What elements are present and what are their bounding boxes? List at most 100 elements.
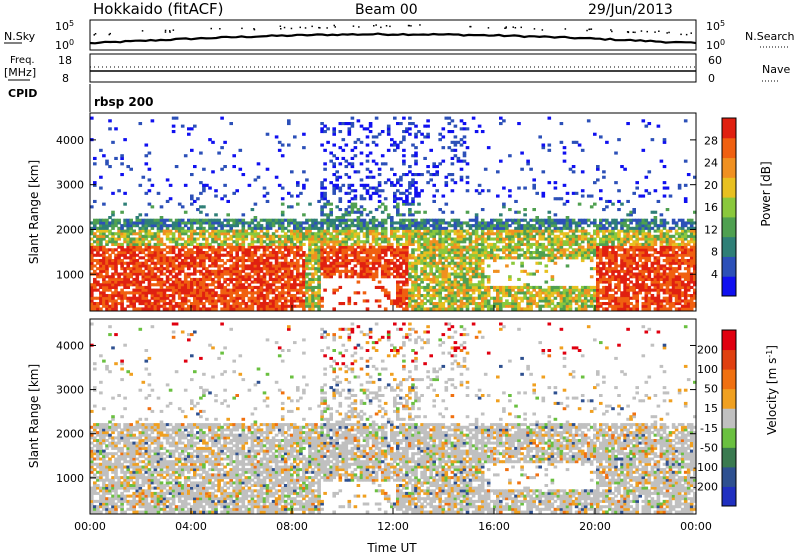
power-cell <box>102 251 106 255</box>
power-cell <box>180 302 185 306</box>
power-cell <box>99 175 103 179</box>
power-cell <box>274 218 279 222</box>
power-cell <box>102 237 106 241</box>
power-cell <box>383 197 388 201</box>
power-cell <box>547 143 552 147</box>
power-cell <box>562 242 567 246</box>
power-cell <box>562 296 567 300</box>
power-cell <box>538 256 542 260</box>
power-cell <box>453 218 458 222</box>
power-cell <box>262 259 267 263</box>
power-cell <box>287 253 291 257</box>
power-cell <box>93 234 97 238</box>
power-cell <box>117 280 121 284</box>
power-cell <box>350 259 355 263</box>
power-cell <box>405 269 409 273</box>
power-cell <box>541 253 546 257</box>
power-cell <box>393 248 397 252</box>
power-cell <box>162 302 167 306</box>
power-cell <box>217 151 221 155</box>
power-cell <box>480 296 485 300</box>
power-cell <box>277 218 282 222</box>
power-cell <box>132 248 136 252</box>
power-cell <box>344 191 349 195</box>
power-cell <box>332 224 336 228</box>
power-cell <box>156 226 161 230</box>
noise-dot <box>632 31 634 33</box>
power-cell <box>386 272 391 276</box>
power-cell <box>420 259 424 263</box>
power-cell <box>614 302 618 306</box>
power-cell <box>441 256 446 260</box>
power-cell <box>229 277 233 281</box>
power-cell <box>438 218 442 222</box>
power-cell <box>114 267 118 271</box>
power-cell <box>287 224 291 228</box>
power-cell <box>302 242 306 246</box>
power-cell <box>483 232 488 236</box>
power-cell <box>511 229 515 233</box>
power-cell <box>114 291 118 295</box>
power-cell <box>180 221 185 225</box>
power-cell <box>220 285 224 289</box>
power-cell <box>526 251 530 255</box>
power-cell <box>353 291 358 295</box>
power-cell <box>474 240 479 244</box>
power-cell <box>544 226 549 230</box>
power-cell <box>123 294 127 298</box>
power-cell <box>411 122 415 126</box>
power-cell <box>296 283 300 287</box>
power-cell <box>408 170 412 174</box>
power-cell <box>374 251 379 255</box>
power-cell <box>329 256 333 260</box>
power-cell <box>459 267 464 271</box>
power-cell <box>250 264 255 268</box>
power-cell <box>274 234 279 238</box>
power-cell <box>265 272 270 276</box>
power-cell <box>459 269 464 273</box>
power-cell <box>132 272 136 276</box>
power-cell <box>153 245 158 249</box>
power-cell <box>350 162 355 166</box>
power-cell <box>486 226 491 230</box>
power-cell <box>602 234 606 238</box>
power-cell <box>396 272 400 276</box>
power-cell <box>302 291 306 295</box>
power-cell <box>187 307 191 311</box>
power-cell <box>496 269 500 273</box>
power-cell <box>274 302 279 306</box>
power-cell <box>274 229 279 233</box>
power-cell <box>168 283 173 287</box>
power-cell <box>402 191 406 195</box>
power-cell <box>405 224 409 228</box>
power-cell <box>244 234 249 238</box>
power-cell <box>347 237 352 241</box>
power-cell <box>459 264 464 268</box>
power-cell <box>435 226 439 230</box>
power-cell <box>202 294 206 298</box>
power-cell <box>532 226 536 230</box>
power-cell <box>368 170 373 174</box>
power-cell <box>96 304 100 308</box>
power-cell <box>535 216 539 220</box>
power-cell <box>156 221 161 225</box>
power-cell <box>238 237 243 241</box>
power-cell <box>211 280 215 284</box>
noise-dot <box>141 30 144 32</box>
power-cell <box>605 205 609 209</box>
power-cell <box>265 232 270 236</box>
power-cell <box>417 237 421 241</box>
power-cell <box>244 302 249 306</box>
power-cell <box>353 253 358 257</box>
power-cell <box>187 226 191 230</box>
power-cell <box>326 229 330 233</box>
power-cell <box>508 194 512 198</box>
power-cell <box>544 269 549 273</box>
power-cell <box>214 240 218 244</box>
power-cell <box>171 248 176 252</box>
power-cell <box>102 224 106 228</box>
power-cell <box>90 251 94 255</box>
power-cell <box>96 245 100 249</box>
power-cell <box>611 307 615 311</box>
power-cell <box>323 251 327 255</box>
